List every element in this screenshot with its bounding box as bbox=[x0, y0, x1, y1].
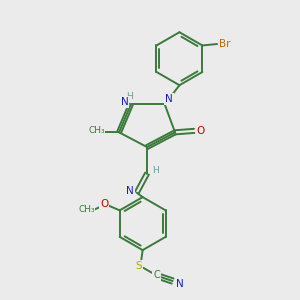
Text: C: C bbox=[153, 270, 160, 280]
Text: S: S bbox=[136, 261, 142, 271]
Text: Br: Br bbox=[219, 39, 230, 49]
Text: O: O bbox=[100, 200, 108, 209]
Text: H: H bbox=[152, 166, 159, 175]
Text: N: N bbox=[126, 186, 134, 196]
Text: N: N bbox=[121, 97, 128, 107]
Text: H: H bbox=[126, 92, 133, 101]
Text: CH₃: CH₃ bbox=[88, 126, 105, 135]
Text: CH₃: CH₃ bbox=[78, 205, 95, 214]
Text: N: N bbox=[176, 279, 183, 289]
Text: N: N bbox=[165, 94, 173, 104]
Text: O: O bbox=[196, 126, 205, 136]
